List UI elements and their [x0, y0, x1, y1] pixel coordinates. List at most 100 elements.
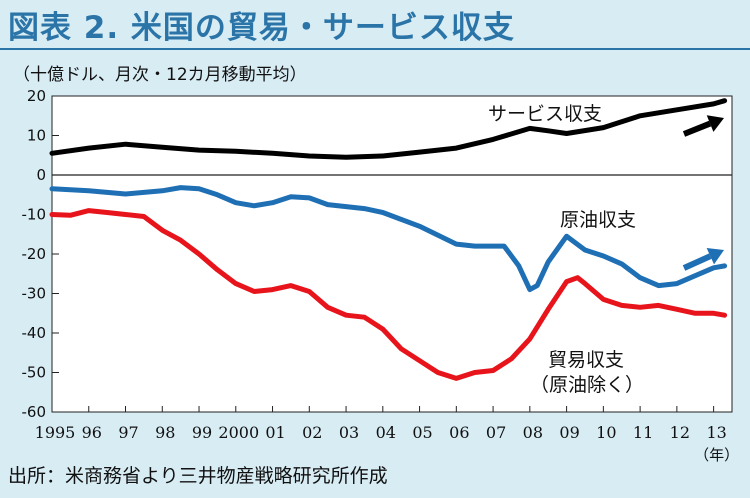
x-tick-label: 07 [486, 423, 506, 442]
series-2-point [529, 338, 531, 340]
series-1-point [308, 197, 311, 199]
goods-series-label: 貿易収支 [548, 349, 624, 371]
series-1-point [712, 267, 715, 269]
series-2-point [723, 314, 726, 317]
series-0-point [712, 103, 715, 105]
series-0-point [88, 147, 90, 149]
series-2-point [198, 253, 200, 255]
series-2-point [308, 290, 311, 293]
series-2-point [124, 213, 127, 216]
series-2-point [712, 312, 715, 315]
y-tick-label: -30 [22, 285, 47, 303]
goods-series-sublabel: （原油除く） [530, 374, 644, 396]
y-tick-label: 0 [36, 166, 46, 184]
series-1-point [657, 284, 660, 287]
series-0-point [723, 99, 726, 102]
x-tick-label: 10 [596, 423, 616, 442]
series-0-point [124, 143, 127, 145]
y-tick-label: -50 [22, 364, 47, 382]
x-tick-label: 06 [449, 423, 469, 442]
series-0-point [455, 147, 458, 149]
x-tick-label: 05 [412, 423, 432, 442]
series-2-point [345, 314, 347, 317]
x-tick-label: 98 [155, 423, 175, 442]
x-tick-label: 13 [706, 423, 726, 442]
series-2-point [639, 306, 641, 309]
series-2-point [510, 357, 513, 360]
y-tick-label: -10 [22, 206, 47, 224]
series-1-point [584, 249, 586, 251]
title-underline [0, 48, 750, 50]
series-2-point [290, 284, 292, 287]
series-2-point [69, 214, 72, 217]
series-0-point [271, 152, 274, 155]
series-1-point [492, 245, 494, 247]
x-tick-label: 12 [670, 423, 690, 442]
series-0-point [198, 149, 200, 151]
series-1-point [88, 190, 90, 192]
series-2-point [161, 229, 164, 232]
series-1-point [51, 188, 53, 190]
series-2-point [382, 328, 384, 330]
x-tick-label: 97 [118, 423, 138, 442]
series-2-point [271, 288, 274, 291]
series-0-point [235, 150, 237, 153]
series-2-point [326, 306, 329, 309]
series-2-point [492, 369, 494, 372]
y-tick-label: -40 [22, 324, 47, 342]
series-2-point [51, 213, 53, 216]
series-0-point [565, 132, 568, 135]
series-2-point [235, 282, 237, 285]
x-tick-label: 2000 [218, 423, 259, 442]
oil-trend-arrow-head [706, 247, 724, 265]
series-0-point [382, 155, 384, 157]
chart-title: 図表 2. 米国の貿易・サービス収支 [8, 10, 515, 46]
series-2-point [88, 209, 90, 212]
series-0-point [345, 156, 347, 158]
series-layer [49, 98, 728, 381]
series-1-point [271, 201, 274, 204]
series-2-point [143, 215, 145, 218]
x-unit-label: （年） [694, 446, 739, 464]
plot-area [51, 95, 733, 413]
series-1-point [503, 245, 505, 247]
x-tick-label: 08 [523, 423, 543, 442]
x-tick-label: 99 [192, 423, 212, 442]
series-0-point [51, 152, 53, 155]
series-1-point [418, 225, 421, 228]
series-2-point [106, 211, 108, 214]
series-0-point [161, 146, 164, 149]
series-1-point [290, 195, 292, 198]
series-1-point [676, 282, 678, 285]
y-tick-label: -20 [22, 245, 47, 263]
x-tick-label: 04 [376, 423, 396, 442]
y-tick-label: 10 [27, 127, 46, 145]
series-1-point [518, 265, 520, 267]
series-2-point [179, 239, 182, 241]
x-tick-label: 01 [265, 423, 285, 442]
x-tick-label: 02 [302, 423, 322, 442]
series-2-point [694, 312, 696, 315]
series-2-point [565, 280, 568, 283]
series-1-point [363, 207, 366, 210]
series-0-point [639, 115, 641, 117]
series-1-point [536, 284, 538, 287]
source-note: 出所：米商務省より三井物産戦略研究所作成 [8, 465, 388, 487]
series-2-point [620, 304, 623, 307]
series-1-point [235, 201, 237, 204]
series-0-point [676, 109, 678, 111]
series-2-point [602, 298, 605, 301]
series-1-point [179, 186, 182, 189]
series-1-point [694, 274, 696, 277]
series-2-point [216, 269, 219, 271]
series-2-point [657, 304, 660, 307]
series-0-point [418, 151, 421, 153]
series-1-point [253, 205, 255, 207]
series-1-point [565, 235, 568, 237]
series-1-point [723, 265, 726, 267]
series-1-point [161, 190, 164, 192]
y-tick-label: 20 [27, 87, 46, 105]
series-2-point [363, 316, 366, 319]
services-trend-arrow-head [706, 115, 724, 132]
series-0-point [492, 138, 494, 141]
